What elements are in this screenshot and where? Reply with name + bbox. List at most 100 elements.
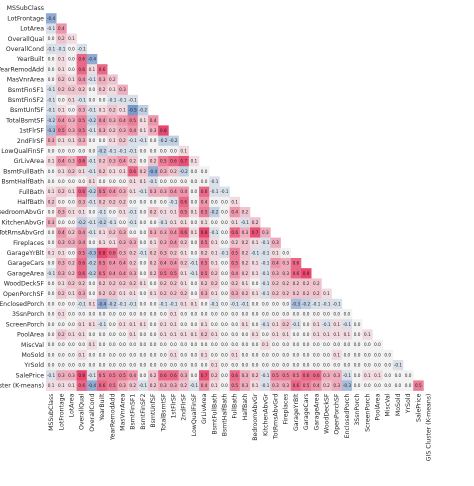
heatmap-cell: [321, 380, 332, 391]
cell-value-label: 0.0: [323, 352, 330, 357]
cell-value-label: 0.5: [293, 373, 300, 378]
heatmap-cell: [239, 380, 251, 391]
cell-value-label: -0.1: [108, 148, 117, 153]
cell-value-label: 0.0: [58, 220, 65, 225]
cell-value-label: 0.0: [191, 189, 198, 194]
heatmap-cell: [199, 207, 210, 218]
cell-value-label: 0.0: [221, 230, 228, 235]
cell-value-label: 0.0: [344, 352, 351, 357]
cell-value-label: 0.2: [293, 291, 300, 296]
heatmap-cell: [311, 370, 322, 381]
heatmap-cell: [137, 370, 149, 381]
heatmap-cell: [321, 360, 332, 371]
heatmap-cell: [86, 94, 98, 106]
heatmap-cell: [148, 156, 159, 167]
cell-value-label: 0.2: [129, 383, 136, 388]
heatmap-cell: [107, 84, 118, 96]
heatmap-cell: [188, 370, 200, 381]
heatmap-cell: [56, 94, 67, 106]
cell-value-label: 0.0: [150, 363, 157, 368]
cell-value-label: 0.5: [231, 383, 238, 388]
row-tick-label: MoSold: [22, 352, 45, 359]
heatmap-cell: [199, 380, 210, 391]
cell-value-label: 0.2: [282, 322, 289, 327]
cell-value-label: 0.0: [242, 363, 249, 368]
cell-value-label: 0.1: [68, 138, 75, 143]
heatmap-cell: [97, 309, 108, 320]
cell-value-label: 0.1: [180, 332, 187, 337]
cell-value-label: 0.1: [129, 332, 136, 337]
cell-value-label: 0.0: [160, 342, 167, 347]
heatmap-cell: [229, 258, 241, 269]
heatmap-cell: [270, 329, 281, 340]
heatmap-cell: [117, 207, 128, 218]
heatmap-cell: [229, 370, 241, 381]
heatmap-cell: [239, 370, 251, 381]
cell-value-label: 0.0: [221, 199, 228, 204]
heatmap-cell: [188, 278, 200, 289]
cell-value-label: 0.0: [221, 210, 228, 215]
cell-value-label: 0.0: [303, 342, 310, 347]
heatmap-cell: [301, 309, 312, 320]
heatmap-cell: [290, 380, 302, 391]
heatmap-cell: [148, 196, 159, 208]
cell-value-label: 0.6: [78, 67, 85, 72]
cell-value-label: 0.0: [48, 179, 55, 184]
cell-value-label: -0.1: [118, 301, 127, 306]
cell-value-label: 0.1: [78, 210, 85, 215]
cell-value-label: 0.0: [272, 352, 279, 357]
heatmap-cell: [127, 349, 139, 361]
cell-value-label: 0.6: [170, 373, 177, 378]
heatmap-cell: [66, 217, 77, 228]
heatmap-cell: [56, 329, 67, 340]
heatmap-cell: [199, 237, 210, 249]
heatmap-cell: [290, 360, 302, 371]
heatmap-cell: [46, 156, 57, 167]
cell-value-label: -0.1: [149, 179, 158, 184]
heatmap-cell: [239, 298, 251, 310]
heatmap-cell: [280, 329, 292, 340]
cell-value-label: 0.0: [109, 179, 116, 184]
heatmap-cell: [209, 380, 220, 391]
cell-value-label: 0.0: [405, 373, 412, 378]
heatmap-cell: [188, 156, 200, 167]
heatmap-cell: [209, 339, 220, 351]
cell-value-label: 0.0: [180, 179, 187, 184]
cell-value-label: 0.1: [99, 108, 106, 113]
heatmap-cell: [311, 298, 322, 310]
heatmap-cell: [158, 247, 169, 259]
cell-value-label: 0.6: [180, 199, 187, 204]
column-tick-label: KitchenAbvGr: [262, 393, 269, 436]
heatmap-cell: [168, 227, 179, 238]
cell-value-label: 0.0: [89, 148, 96, 153]
cell-value-label: 0.0: [160, 148, 167, 153]
cell-value-label: 0.1: [119, 210, 126, 215]
heatmap-cell: [86, 186, 98, 198]
cell-value-label: 0.4: [78, 77, 85, 82]
heatmap-cell: [66, 196, 77, 208]
heatmap-cell: [321, 329, 332, 340]
heatmap-cell: [127, 360, 139, 371]
cell-value-label: 0.1: [313, 332, 320, 337]
heatmap-cell: [117, 84, 128, 96]
heatmap-cell: [127, 135, 139, 147]
cell-value-label: -0.1: [210, 230, 219, 235]
heatmap-cell: [199, 217, 210, 228]
heatmap-cell: [209, 349, 220, 361]
cell-value-label: 0.0: [68, 352, 75, 357]
cell-value-label: 0.1: [140, 322, 147, 327]
cell-value-label: -0.2: [88, 189, 97, 194]
cell-value-label: -0.1: [343, 373, 352, 378]
heatmap-cell: [260, 227, 271, 238]
cell-value-label: -0.1: [88, 77, 97, 82]
cell-value-label: 0.5: [231, 250, 238, 255]
heatmap-cell: [168, 288, 179, 300]
heatmap-cell: [239, 217, 251, 228]
cell-value-label: -0.1: [220, 250, 229, 255]
heatmap-cell: [86, 258, 98, 269]
cell-value-label: 0.0: [313, 352, 320, 357]
cell-value-label: 0.8: [99, 250, 106, 255]
heatmap-cell: [97, 166, 108, 177]
heatmap-cell: [372, 339, 383, 351]
heatmap-cell: [362, 380, 373, 391]
